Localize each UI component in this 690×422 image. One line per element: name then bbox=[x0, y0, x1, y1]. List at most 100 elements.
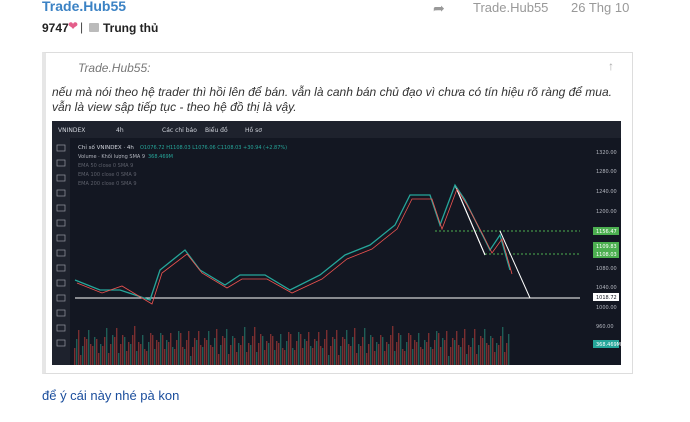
volume-bar bbox=[368, 344, 370, 365]
expand-arrow[interactable]: ↑ bbox=[608, 59, 614, 73]
volume-bar bbox=[262, 336, 264, 365]
volume-bar bbox=[502, 327, 504, 365]
volume-bar bbox=[152, 335, 154, 365]
volume-bar bbox=[308, 332, 310, 365]
volume-bar bbox=[166, 340, 168, 365]
volume-bar bbox=[464, 329, 466, 365]
price-sketch bbox=[76, 188, 513, 305]
volume-bar bbox=[498, 345, 500, 365]
volume-bar bbox=[194, 338, 196, 365]
volume bbox=[74, 326, 510, 365]
quote-line: vẫn là view sập tiếp tục - theo hệ đồ th… bbox=[52, 100, 297, 114]
volume-bar bbox=[320, 346, 322, 365]
volume-bar bbox=[264, 350, 266, 365]
tool-icon bbox=[56, 264, 66, 272]
volume-bar bbox=[404, 351, 406, 365]
volume-bar bbox=[344, 339, 346, 365]
volume-bar bbox=[252, 336, 254, 365]
volume-bar bbox=[112, 335, 114, 365]
volume-bar bbox=[332, 337, 334, 365]
volume-bar bbox=[414, 340, 416, 365]
volume-bar bbox=[418, 333, 420, 365]
volume-bar bbox=[376, 342, 378, 365]
volume-bar bbox=[384, 351, 386, 365]
volume-bar bbox=[238, 343, 240, 365]
volume-bar bbox=[474, 329, 476, 365]
volume-bar bbox=[428, 333, 430, 365]
volume-bar bbox=[506, 343, 508, 365]
volume-bar bbox=[338, 355, 340, 365]
toolbar-item[interactable]: Biểu đồ bbox=[205, 126, 228, 134]
volume-bar bbox=[188, 331, 190, 365]
volume-bar bbox=[508, 334, 510, 365]
volume-bar bbox=[378, 344, 380, 365]
legend: O1076.72 H1108.03 L1076.06 C1108.03 +30.… bbox=[140, 145, 287, 151]
volume-bar bbox=[306, 341, 308, 365]
price-label: 1240.00 bbox=[596, 189, 617, 195]
volume-bar bbox=[472, 338, 474, 365]
toolbar-item[interactable]: Hồ sơ bbox=[245, 126, 262, 134]
volume-bar bbox=[80, 355, 82, 365]
volume-bar bbox=[266, 341, 268, 365]
reply-to[interactable]: Trade.Hub55 bbox=[473, 0, 549, 15]
volume-bar bbox=[466, 354, 468, 365]
volume-bar bbox=[380, 335, 382, 365]
price-label: 1080.00 bbox=[596, 266, 617, 272]
volume-bar bbox=[164, 349, 166, 365]
volume-bar bbox=[182, 347, 184, 365]
volume-bar bbox=[304, 339, 306, 365]
volume-bar bbox=[430, 347, 432, 365]
volume-bar bbox=[364, 328, 366, 365]
volume-bar bbox=[490, 336, 492, 365]
volume-bar bbox=[244, 327, 246, 365]
score: 9747 bbox=[42, 21, 69, 35]
volume-bar bbox=[494, 352, 496, 365]
legend: EMA 50 close 0 SMA 9 bbox=[78, 163, 133, 169]
price-label: 1108.03 bbox=[596, 252, 617, 258]
volume-bar bbox=[358, 344, 360, 365]
volume-bar bbox=[350, 346, 352, 365]
volume-bar bbox=[132, 335, 134, 365]
volume-bar bbox=[340, 346, 342, 365]
price-label: 1040.00 bbox=[596, 285, 617, 291]
interval[interactable]: 4h bbox=[116, 127, 124, 134]
volume-bar bbox=[500, 336, 502, 365]
tool-icon bbox=[56, 324, 66, 332]
volume-bar bbox=[280, 334, 282, 365]
volume-bar bbox=[468, 345, 470, 365]
post-date[interactable]: 26 Thg 10 bbox=[571, 0, 630, 15]
legend: Volume · Khối lượng SMA 9 bbox=[78, 153, 145, 160]
volume-bar bbox=[454, 340, 456, 365]
volume-bar bbox=[448, 356, 450, 365]
volume-bar bbox=[310, 346, 312, 365]
legend: EMA 200 close 0 SMA 9 bbox=[78, 181, 137, 187]
toolbar-item[interactable]: Các chỉ báo bbox=[162, 127, 197, 134]
volume-bar bbox=[248, 343, 250, 365]
volume-bar bbox=[370, 335, 372, 365]
volume-bar bbox=[482, 338, 484, 365]
volume-bar bbox=[198, 331, 200, 365]
volume-bar bbox=[486, 343, 488, 365]
tool-icon bbox=[56, 204, 66, 212]
quote-author[interactable]: Trade.Hub55: bbox=[78, 61, 151, 75]
volume-bar bbox=[410, 335, 412, 365]
volume-bar bbox=[234, 338, 236, 365]
post-author[interactable]: Trade.Hub55 bbox=[42, 0, 127, 14]
volume-bar bbox=[282, 348, 284, 365]
volume-bar bbox=[276, 341, 278, 365]
price-box bbox=[593, 340, 619, 348]
chart-bg bbox=[52, 121, 621, 365]
symbol[interactable]: VNINDEX bbox=[58, 127, 85, 134]
volume-bar bbox=[488, 345, 490, 365]
volume-bar bbox=[412, 349, 414, 365]
volume-bar bbox=[128, 342, 130, 365]
badge[interactable]: Trung thủ bbox=[103, 21, 159, 35]
volume-bar bbox=[298, 332, 300, 365]
volume-bar bbox=[92, 346, 94, 365]
legend: Chỉ số VNINDEX · 4h bbox=[78, 144, 134, 151]
volume-bar bbox=[150, 333, 152, 365]
volume-bar bbox=[402, 349, 404, 365]
price-label: 1156.47 bbox=[596, 229, 617, 235]
volume-bar bbox=[160, 333, 162, 365]
